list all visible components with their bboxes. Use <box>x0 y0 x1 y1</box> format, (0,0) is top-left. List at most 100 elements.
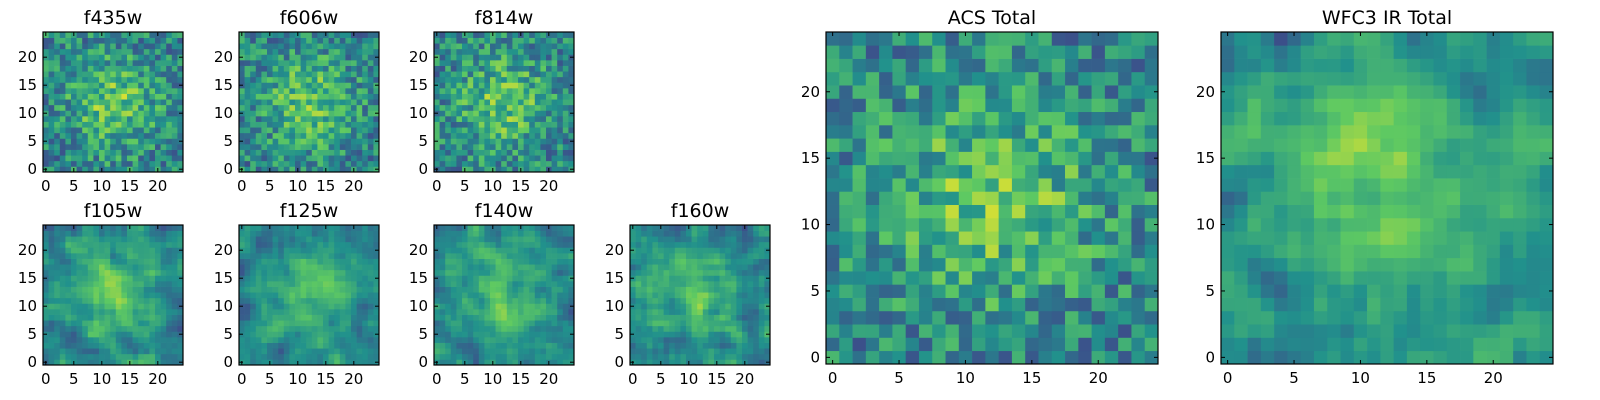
heatmap-cell <box>473 348 480 355</box>
heatmap-cell <box>691 236 698 243</box>
heatmap-cell <box>177 269 184 276</box>
heatmap-cell <box>93 309 100 315</box>
heatmap-cell <box>289 54 296 61</box>
heatmap-cell <box>317 314 324 321</box>
heatmap-cell <box>71 325 77 332</box>
heatmap-cell <box>467 32 474 38</box>
heatmap-cell <box>546 286 552 293</box>
heatmap-cell <box>283 247 290 254</box>
heatmap-cell <box>59 241 66 248</box>
heatmap-cell <box>317 104 324 111</box>
heatmap-cell <box>551 93 558 100</box>
heatmap-cell <box>87 60 94 66</box>
heatmap-cell <box>478 348 485 355</box>
heatmap-cell <box>82 82 89 89</box>
heatmap-cell <box>317 54 324 61</box>
heatmap-cell <box>110 104 117 111</box>
heatmap-cell <box>512 110 519 117</box>
heatmap-cell <box>905 350 920 365</box>
heatmap-cell <box>367 121 374 128</box>
heatmap-cell <box>747 236 754 243</box>
heatmap-cell <box>71 236 77 243</box>
heatmap-cell <box>998 271 1013 285</box>
heatmap-cell <box>697 359 704 366</box>
heatmap-cell <box>104 37 111 44</box>
heatmap-cell <box>635 297 642 304</box>
heatmap-cell <box>714 342 720 349</box>
heatmap-cell <box>697 331 704 338</box>
heatmap-cell <box>730 269 737 276</box>
heatmap-cell <box>652 269 659 276</box>
heatmap-cell <box>551 359 558 366</box>
heatmap-cell <box>450 253 457 259</box>
heatmap-cell <box>317 132 324 139</box>
heatmap-cell <box>87 348 94 355</box>
heatmap-cell <box>546 155 552 162</box>
heatmap-cell <box>998 297 1013 312</box>
heatmap-cell <box>351 269 357 276</box>
heatmap-cell <box>54 359 61 366</box>
heatmap-cell <box>177 60 184 66</box>
heatmap-cell <box>110 160 117 167</box>
heatmap-cell <box>708 297 715 304</box>
y-tick-label: 15 <box>214 269 233 287</box>
heatmap-cell <box>76 281 83 287</box>
heatmap-cell <box>166 149 173 156</box>
heatmap-cell <box>362 54 369 61</box>
heatmap-cell <box>646 353 653 360</box>
heatmap-cell <box>879 310 893 325</box>
heatmap-cell <box>356 60 363 66</box>
heatmap-cell <box>1025 271 1039 285</box>
heatmap-cell <box>534 225 541 231</box>
heatmap-cell <box>473 99 480 106</box>
heatmap-cell <box>467 155 474 162</box>
heatmap-cell <box>244 93 251 100</box>
heatmap-cell <box>177 43 184 50</box>
heatmap-cell <box>244 43 251 50</box>
heatmap-cell <box>518 37 524 44</box>
heatmap-cell <box>439 132 446 139</box>
heatmap-cell <box>250 281 257 287</box>
heatmap-cell <box>104 359 111 366</box>
heatmap-cell <box>267 320 273 327</box>
heatmap-cell <box>714 309 720 315</box>
heatmap-cell <box>54 225 61 231</box>
heatmap-cell <box>506 225 513 231</box>
heatmap-cell <box>945 324 960 338</box>
heatmap-cell <box>132 104 139 111</box>
heatmap-cell <box>1051 191 1066 205</box>
heatmap-cell <box>557 88 564 94</box>
heatmap-cell <box>149 121 156 128</box>
heatmap-cell <box>110 230 117 237</box>
heatmap-cell <box>93 275 100 282</box>
heatmap-cell <box>450 71 457 78</box>
heatmap-cell <box>674 281 681 287</box>
heatmap-cell <box>261 359 268 366</box>
heatmap-cell <box>568 292 575 299</box>
heatmap-cell <box>334 241 341 248</box>
heatmap-cell <box>714 275 720 282</box>
heatmap-cell <box>478 166 485 173</box>
heatmap-cell <box>630 269 636 276</box>
heatmap-cell <box>300 241 307 248</box>
heatmap-cell <box>283 37 290 44</box>
heatmap-cell <box>674 353 681 360</box>
heatmap-cell <box>278 121 285 128</box>
heatmap-cell <box>138 88 145 94</box>
heatmap-cell <box>562 48 569 55</box>
heatmap-cell <box>99 269 105 276</box>
heatmap-cell <box>473 309 480 315</box>
heatmap-cell <box>439 275 446 282</box>
heatmap-cell <box>641 314 648 321</box>
heatmap-cell <box>149 110 156 117</box>
heatmap-cell <box>512 292 519 299</box>
heatmap-cell <box>306 160 313 167</box>
heatmap-cell <box>568 132 575 139</box>
heatmap-cell <box>758 342 765 349</box>
heatmap-cell <box>356 353 363 360</box>
heatmap-cell <box>272 353 279 360</box>
heatmap-cell <box>76 37 83 44</box>
heatmap-cell <box>562 342 569 349</box>
heatmap-cell <box>652 225 659 231</box>
heatmap-cell <box>255 297 262 304</box>
